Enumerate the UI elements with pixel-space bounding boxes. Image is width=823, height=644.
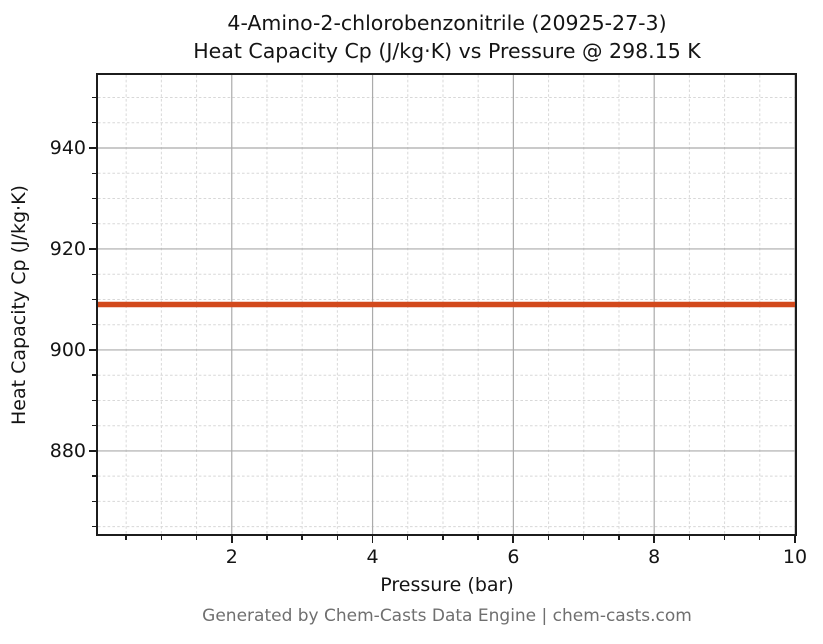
x-major-tick [794,536,796,543]
y-minor-tick [92,223,96,225]
plot-canvas [98,75,795,534]
chart-title-block: 4-Amino-2-chlorobenzonitrile (20925-27-3… [72,9,822,65]
y-major-tick [89,450,96,452]
y-tick-label: 940 [49,136,86,159]
x-minor-tick [688,536,691,540]
footer-credit: Generated by Chem-Casts Data Engine | ch… [202,606,692,626]
x-minor-tick [723,536,726,540]
x-axis-label: Pressure (bar) [380,574,514,596]
y-minor-tick [92,172,96,174]
x-minor-tick [442,536,444,540]
x-minor-tick [759,536,761,540]
x-tick-label: 2 [225,546,238,568]
x-major-tick [371,536,374,543]
x-tick-label: 10 [782,546,808,568]
x-minor-tick [160,536,163,540]
y-minor-tick [92,424,96,427]
x-tick-label: 8 [648,546,661,568]
y-tick-label: 920 [49,237,86,260]
y-major-tick [89,147,96,149]
y-minor-tick [92,96,96,99]
x-minor-tick [477,536,479,540]
y-minor-tick [92,399,96,402]
y-tick-label: 900 [49,338,86,361]
x-minor-tick [266,536,268,540]
y-axis-label: Heat Capacity Cp (J/kg·K) [8,185,30,425]
x-tick-label: 4 [366,546,379,568]
y-minor-tick [92,475,96,477]
x-tick-label: 6 [507,546,520,568]
y-minor-tick [92,197,96,200]
y-minor-tick [92,525,96,528]
y-major-tick [89,349,96,351]
y-minor-tick [92,323,96,326]
y-minor-tick [92,273,96,275]
x-major-tick [653,536,656,543]
y-major-tick [89,248,96,250]
x-minor-tick [125,536,127,540]
x-minor-tick [301,536,303,540]
plot-area [96,73,797,536]
chart-subtitle: Heat Capacity Cp (J/kg·K) vs Pressure @ … [193,39,701,63]
y-tick-label: 880 [49,439,86,462]
x-major-tick [230,536,233,543]
x-major-tick [512,536,515,543]
x-minor-tick [195,536,198,540]
y-minor-tick [92,500,96,503]
x-minor-tick [547,536,550,540]
chart-title: 4-Amino-2-chlorobenzonitrile (20925-27-3… [227,11,667,35]
x-minor-tick [336,536,339,540]
y-minor-tick [92,374,96,376]
x-minor-tick [618,536,620,540]
x-minor-tick [407,536,409,540]
x-minor-tick [583,536,585,540]
y-minor-tick [92,298,96,301]
y-minor-tick [92,122,96,124]
